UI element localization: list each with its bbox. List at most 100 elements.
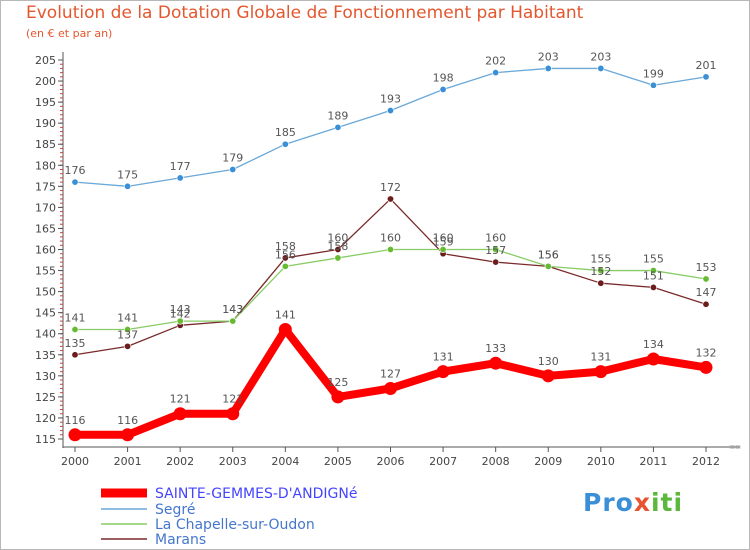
x-tick-label: 2011 — [639, 455, 667, 468]
y-tick-label: 205 — [35, 54, 56, 67]
data-point — [334, 123, 342, 131]
data-point — [71, 326, 79, 334]
data-point — [124, 182, 132, 190]
data-point — [384, 381, 397, 395]
data-point — [229, 317, 237, 325]
legend-label: SAINTE-GEMMES-D'ANDIGNé — [155, 486, 357, 502]
data-label: 185 — [275, 126, 296, 139]
data-label: 202 — [485, 55, 506, 68]
x-tick-label: 2004 — [271, 455, 299, 468]
data-point — [439, 246, 447, 254]
data-label: 155 — [643, 253, 664, 266]
data-point — [281, 140, 289, 148]
x-tick-label: 2007 — [429, 455, 457, 468]
data-label: 179 — [222, 151, 243, 164]
data-label: 121 — [170, 393, 191, 406]
data-label: 151 — [643, 269, 664, 282]
data-point — [334, 246, 342, 254]
data-label: 131 — [433, 351, 454, 364]
data-point — [699, 360, 713, 374]
data-label: 143 — [170, 303, 191, 316]
data-point — [544, 64, 552, 72]
data-label: 116 — [117, 414, 138, 427]
x-tick-label: 2001 — [114, 455, 142, 468]
y-tick-label: 155 — [35, 265, 56, 278]
proxiti-logo: Proxiti — [583, 488, 684, 517]
data-point — [594, 365, 608, 379]
x-tick-label: 2012 — [692, 455, 720, 468]
data-point — [278, 323, 292, 337]
data-label: 132 — [696, 346, 717, 359]
data-point — [702, 275, 710, 283]
data-label: 201 — [696, 59, 717, 72]
y-tick-label: 175 — [35, 180, 56, 193]
data-label: 175 — [117, 168, 138, 181]
data-label: 127 — [380, 367, 401, 380]
data-label: 177 — [170, 160, 191, 173]
x-tick-label: 2003 — [219, 455, 247, 468]
data-label: 172 — [380, 181, 401, 194]
data-point — [386, 107, 394, 115]
chart-title: Evolution de la Dotation Globale de Fonc… — [26, 3, 584, 23]
legend-label: Segré — [155, 502, 195, 518]
data-point — [489, 356, 503, 370]
data-point — [597, 279, 605, 287]
y-tick-label: 190 — [35, 117, 56, 130]
data-label: 199 — [643, 67, 664, 80]
x-tick-label: 2002 — [166, 455, 194, 468]
data-point — [121, 428, 135, 442]
data-label: 125 — [327, 376, 348, 389]
data-label: 135 — [65, 337, 86, 350]
data-label: 116 — [65, 414, 86, 427]
data-point — [281, 254, 289, 262]
data-label: 137 — [117, 328, 138, 341]
y-tick-label: 115 — [35, 433, 56, 446]
y-tick-label: 160 — [35, 244, 56, 257]
x-tick-label: 2009 — [534, 455, 562, 468]
data-point — [176, 317, 184, 325]
data-point — [124, 326, 132, 334]
data-label: 133 — [485, 342, 506, 355]
data-point — [173, 407, 187, 421]
y-tick-label: 140 — [35, 328, 56, 341]
data-label: 158 — [275, 240, 296, 253]
data-label: 134 — [643, 338, 664, 351]
data-point — [492, 258, 500, 266]
data-point — [124, 342, 132, 350]
data-label: 155 — [590, 253, 611, 266]
data-label: 160 — [433, 232, 454, 245]
data-label: 157 — [485, 244, 506, 257]
y-tick-label: 165 — [35, 222, 56, 235]
data-label: 160 — [327, 232, 348, 245]
data-point — [386, 246, 394, 254]
data-label: 198 — [433, 71, 454, 84]
data-point — [702, 300, 710, 308]
data-label: 159 — [433, 236, 454, 249]
data-point — [71, 178, 79, 186]
data-point — [331, 390, 345, 404]
data-label: 160 — [380, 232, 401, 245]
data-point — [597, 64, 605, 72]
data-point — [649, 81, 657, 89]
data-point — [646, 352, 660, 366]
data-point — [281, 262, 289, 270]
x-tick-label: 2000 — [61, 455, 89, 468]
legend-label: La Chapelle-sur-Oudon — [155, 517, 315, 533]
y-tick-label: 135 — [35, 349, 56, 362]
data-label: 141 — [65, 312, 86, 325]
data-label: 156 — [538, 248, 559, 261]
data-point — [541, 369, 555, 383]
x-tick-label: 2005 — [324, 455, 352, 468]
y-tick-label: 180 — [35, 159, 56, 172]
data-label: 152 — [590, 265, 611, 278]
x-tick-label: 2006 — [377, 455, 405, 468]
data-label: 131 — [590, 351, 611, 364]
data-point — [702, 73, 710, 81]
y-tick-label: 185 — [35, 138, 56, 151]
data-point — [492, 246, 500, 254]
data-label: 160 — [485, 232, 506, 245]
data-label: 203 — [590, 50, 611, 63]
y-tick-label: 120 — [35, 412, 56, 425]
chart-subtitle: (en € et par an) — [26, 27, 113, 40]
